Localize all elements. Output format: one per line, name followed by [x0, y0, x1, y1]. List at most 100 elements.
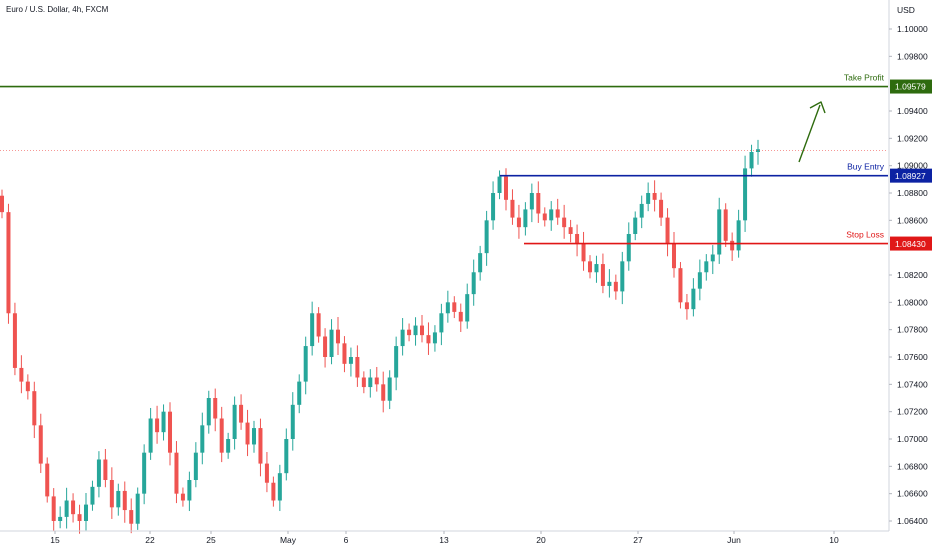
candle-body	[400, 329, 405, 347]
candle-body	[38, 425, 43, 464]
arrow-head	[809, 101, 826, 114]
currency-label: USD	[897, 5, 915, 15]
candle-body	[452, 302, 457, 312]
y-tick-label: 1.07400	[897, 379, 928, 389]
target-arrow	[798, 101, 826, 163]
candle-body	[407, 329, 412, 336]
candle-body	[316, 313, 321, 337]
candle-body	[12, 313, 17, 368]
buy-entry-price-tag	[890, 168, 932, 183]
x-tick-label: 15	[50, 535, 60, 545]
candle-body	[710, 254, 715, 262]
candle-body	[32, 391, 37, 426]
candle-body	[77, 514, 82, 521]
candle-body	[129, 510, 134, 524]
y-tick-label: 1.09200	[897, 133, 928, 143]
candle-body	[665, 217, 670, 244]
candle-body	[355, 357, 360, 378]
candle-body	[458, 311, 463, 322]
candle-body	[736, 220, 741, 251]
candle-body	[374, 377, 379, 385]
candle-body	[749, 152, 754, 169]
candle-body	[329, 329, 334, 357]
candle-body	[213, 398, 218, 419]
candle-body	[594, 264, 599, 273]
candle-body	[639, 203, 644, 218]
take-profit-price-text: 1.09579	[895, 82, 926, 92]
candle-body	[135, 493, 140, 524]
candle-body	[277, 473, 282, 501]
candle-body	[323, 336, 328, 357]
candle-body	[251, 428, 257, 445]
candle-body	[445, 302, 450, 314]
y-tick-label: 1.08600	[897, 215, 928, 225]
candle-body	[581, 243, 586, 262]
y-tick-label: 1.09400	[897, 106, 928, 116]
candle-body	[471, 272, 476, 295]
arrow-shaft	[798, 104, 821, 163]
candle-body	[697, 272, 702, 289]
candle-body	[206, 398, 211, 426]
candle-body	[239, 404, 244, 423]
candle-body	[271, 482, 276, 501]
candle-body	[652, 193, 657, 200]
candle-body	[646, 193, 651, 204]
candle-body	[368, 377, 373, 388]
candle-body	[83, 504, 89, 521]
candle-body	[730, 240, 735, 251]
candle-body	[258, 428, 263, 464]
candle-body	[58, 516, 63, 521]
candle-body	[439, 313, 444, 333]
x-tick-label: 25	[206, 535, 216, 545]
candle-body	[555, 209, 560, 218]
stop-loss-price-tag	[890, 236, 932, 251]
candle-body	[6, 212, 11, 314]
y-tick-label: 1.08200	[897, 270, 928, 280]
candle-body	[187, 480, 192, 501]
candle-body	[90, 486, 95, 505]
candle-body	[510, 199, 515, 218]
y-tick-label: 1.08800	[897, 188, 928, 198]
candle-body	[19, 367, 24, 382]
candle-body	[613, 281, 618, 292]
candle-body	[529, 193, 534, 210]
candle-body	[381, 384, 386, 401]
candle-body	[174, 452, 179, 494]
candle-body	[491, 193, 496, 221]
candle-body	[96, 459, 101, 487]
candle-body	[684, 302, 689, 310]
x-tick-label: 22	[145, 535, 155, 545]
y-tick-label: 1.06600	[897, 489, 928, 499]
x-tick-label: May	[280, 535, 297, 545]
candle-body	[633, 217, 638, 234]
candle-body	[348, 357, 353, 364]
candle-body	[167, 411, 173, 453]
candle-body	[626, 234, 631, 262]
candle-body	[180, 493, 185, 501]
candle-body	[671, 243, 677, 269]
candle-body	[116, 490, 121, 508]
candle-body	[64, 500, 69, 517]
candle-body	[109, 480, 114, 508]
buy-entry-label: Buy Entry	[847, 162, 885, 172]
candle-body	[161, 411, 166, 433]
candle-body	[342, 343, 347, 364]
candle-body	[155, 418, 160, 433]
candle-body	[465, 294, 470, 322]
candle-body	[704, 261, 709, 273]
candle-body	[432, 332, 437, 344]
candle-body	[542, 213, 547, 221]
candle-body	[290, 404, 295, 439]
candle-body	[575, 234, 580, 244]
y-tick-label: 1.07600	[897, 352, 928, 362]
candle-body	[297, 381, 302, 405]
chart-title: Euro / U.S. Dollar, 4h, FXCM	[6, 5, 109, 14]
candle-body	[0, 195, 5, 213]
candle-body	[723, 209, 728, 241]
y-tick-label: 1.06800	[897, 461, 928, 471]
candle-body	[226, 439, 231, 453]
candle-body	[148, 418, 153, 453]
candle-body	[219, 418, 224, 453]
